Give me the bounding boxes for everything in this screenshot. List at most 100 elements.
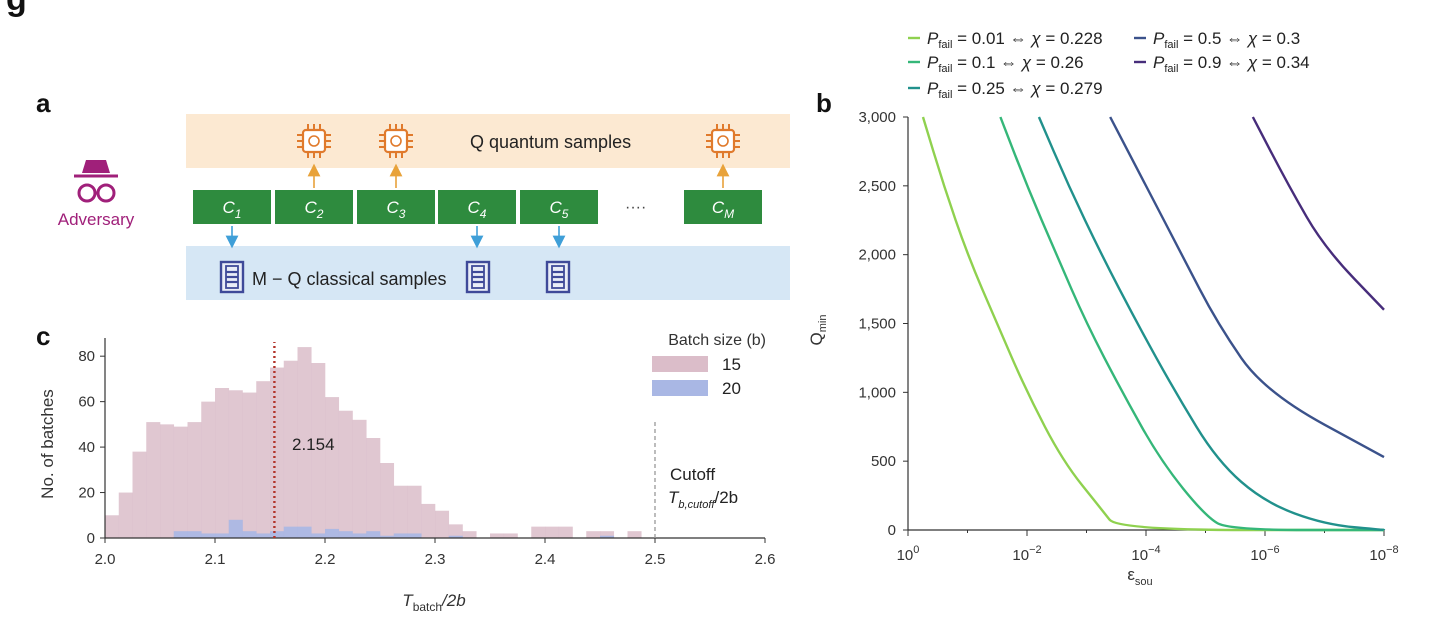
histogram-bar xyxy=(325,528,340,538)
circuit-label: C5 xyxy=(550,198,569,221)
histogram-bar xyxy=(173,426,188,538)
circuit-box xyxy=(684,190,762,224)
histogram-series-15 xyxy=(105,347,642,538)
circuit-label: CM xyxy=(712,198,734,221)
legend-entry-1: Pfail = 0.01 ⇔ χ = 0.228 xyxy=(927,29,1103,51)
histogram-plot: 2.0 2.1 2.2 2.3 2.4 2.5 2.6 0 20 40 60 80 xyxy=(78,338,775,568)
line-chart-y-tick-label: 3,000 xyxy=(858,109,896,126)
line-chart-y-tick-label: 2,000 xyxy=(858,247,896,264)
histogram-bar xyxy=(311,533,326,538)
histogram-bar xyxy=(256,381,271,538)
adversary-icon xyxy=(74,160,118,203)
legend-label-15: 15 xyxy=(722,355,741,374)
histogram-bar xyxy=(297,347,312,538)
classical-server-icon xyxy=(545,260,571,294)
histogram-x-tick-label: 2.0 xyxy=(95,551,116,568)
histogram-bar xyxy=(242,531,257,538)
quantum-chip-icon xyxy=(379,124,413,158)
legend-entry-3: Pfail = 0.25 ⇔ χ = 0.279 xyxy=(927,79,1103,101)
circuit-label: C1 xyxy=(223,198,242,221)
histogram-bar xyxy=(352,533,367,538)
histogram-bar xyxy=(187,531,202,538)
cutoff-label: Cutoff xyxy=(670,465,715,484)
histogram-bar xyxy=(503,533,518,538)
histogram-bar xyxy=(352,419,367,538)
line-chart-x-tick-label: 10−4 xyxy=(1131,544,1160,564)
histogram-bar xyxy=(366,438,381,538)
histogram-y-tick-label: 60 xyxy=(78,394,95,411)
panel-c: c 2.0 2.1 2.2 2.3 2.4 2.5 2.6 0 20 40 60 80 No. of … xyxy=(36,321,775,614)
circuit-box xyxy=(520,190,598,224)
line-series-3 xyxy=(1037,116,1385,532)
quantum-band xyxy=(186,114,790,168)
histogram-bar xyxy=(215,388,230,538)
classical-samples-label: M − Q classical samples xyxy=(252,269,447,289)
histogram-bar xyxy=(201,533,216,538)
histogram-bar xyxy=(270,367,285,538)
panel-b-label: b xyxy=(816,88,832,118)
line-series-4 xyxy=(1109,116,1385,459)
classical-server-icons xyxy=(219,260,571,294)
histogram-bar xyxy=(325,397,340,538)
histogram-x-tick-label: 2.1 xyxy=(205,551,226,568)
line-chart-y-tick-label: 1,500 xyxy=(858,316,896,333)
quantum-chip-icon xyxy=(297,124,331,158)
legend-swatch-15 xyxy=(652,356,708,372)
histogram-y-tick-label: 80 xyxy=(78,348,95,365)
histogram-bar xyxy=(118,492,133,538)
histogram-series-20 xyxy=(173,519,615,538)
line-series-2 xyxy=(999,116,1384,532)
histogram-bar xyxy=(545,526,560,538)
histogram-x-axis-label: Tbatch/2b xyxy=(402,591,465,614)
circuit-box xyxy=(275,190,353,224)
line-chart-y-tick-label: 500 xyxy=(871,453,896,470)
line-chart-plot: 0 500 1,000 1,500 2,000 2,500 3,000 100 10−2 10−4… xyxy=(858,109,1398,564)
histogram-legend-title: Batch size (b) xyxy=(668,332,766,349)
histogram-bar xyxy=(242,392,257,538)
histogram-bar xyxy=(311,363,326,538)
histogram-bar xyxy=(600,535,615,538)
line-chart-y-axis-label: Qmin xyxy=(807,315,829,346)
quantum-chip-icon xyxy=(706,124,740,158)
cutoff-sublabel: Tb,cutoff/2b xyxy=(668,488,738,511)
panel-c-label: c xyxy=(36,321,50,351)
line-chart-x-tick-label: 10−8 xyxy=(1369,544,1398,564)
histogram-bar xyxy=(160,424,175,538)
line-chart-x-tick-label: 100 xyxy=(897,544,920,564)
histogram-bar xyxy=(228,519,243,538)
histogram-bar xyxy=(380,535,395,538)
histogram-bar xyxy=(173,531,188,538)
circuit-box xyxy=(438,190,516,224)
circuit-label: C4 xyxy=(468,198,487,221)
panel-a: a Q quantum samples M − Q classical samp… xyxy=(36,88,790,300)
histogram-bar xyxy=(215,533,230,538)
histogram-y-axis-label: No. of batches xyxy=(38,389,57,499)
histogram-bar xyxy=(421,503,436,538)
line-chart-y-tick-label: 0 xyxy=(888,522,896,539)
routing-arrows xyxy=(225,163,730,249)
histogram-bar xyxy=(448,524,463,538)
histogram-bar xyxy=(407,485,422,538)
median-value-label: 2.154 xyxy=(292,435,335,454)
histogram-x-tick-label: 2.5 xyxy=(645,551,666,568)
histogram-bar xyxy=(283,526,298,538)
circuit-ellipsis: ···· xyxy=(625,199,646,216)
circuit-row: C1 C2 C3 C4 C5 CM xyxy=(193,190,762,224)
histogram-bar xyxy=(105,515,120,538)
histogram-x-tick-label: 2.6 xyxy=(755,551,776,568)
line-series-5 xyxy=(1251,116,1385,311)
histogram-bar xyxy=(393,533,408,538)
histogram-bar xyxy=(380,463,395,538)
circuit-label: C2 xyxy=(305,198,324,221)
adversary-label: Adversary xyxy=(58,210,135,229)
histogram-y-tick-label: 20 xyxy=(78,485,95,502)
histogram-bar xyxy=(146,422,161,538)
line-chart-y-tick-label: 2,500 xyxy=(858,178,896,195)
line-chart-x-tick-label: 10−6 xyxy=(1250,544,1279,564)
histogram-bar xyxy=(338,531,353,538)
legend-swatch-20 xyxy=(652,380,708,396)
histogram-bar xyxy=(627,531,642,538)
